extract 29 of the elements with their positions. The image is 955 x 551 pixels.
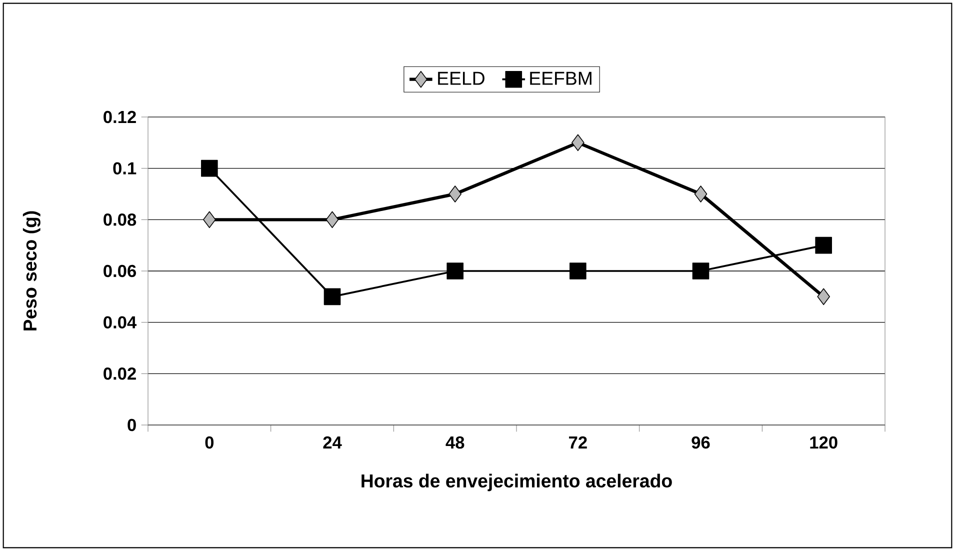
point bbox=[446, 262, 464, 280]
y-tick-label: 0.02 bbox=[104, 368, 136, 380]
point bbox=[815, 236, 832, 254]
x-tick-label: 0 bbox=[205, 436, 214, 449]
legend-label: EELD bbox=[438, 72, 484, 85]
x-tick-label: 72 bbox=[569, 436, 587, 448]
x-tick-label: 96 bbox=[692, 436, 710, 449]
point bbox=[326, 211, 339, 228]
y-tick-label: 0.1 bbox=[113, 162, 136, 174]
y-tick-label: 0.04 bbox=[104, 316, 137, 328]
point bbox=[324, 288, 341, 306]
y-tick-label: 0.08 bbox=[104, 214, 136, 226]
y-tick-label: 0 bbox=[128, 418, 136, 432]
y-tick-label: 0.12 bbox=[104, 110, 136, 124]
x-tick-label: 24 bbox=[323, 436, 342, 448]
x-axis-title: Horas de envejecimiento acelerado bbox=[362, 474, 672, 492]
point bbox=[692, 262, 710, 280]
x-tick-label: 120 bbox=[810, 436, 838, 449]
point bbox=[448, 186, 462, 202]
point bbox=[203, 211, 216, 228]
point bbox=[572, 134, 584, 152]
legend-label: EEFBM bbox=[530, 72, 592, 85]
point bbox=[694, 186, 708, 202]
point bbox=[570, 262, 586, 280]
y-axis-title: Peso seco (g) bbox=[22, 211, 40, 330]
y-tick-label: 0.06 bbox=[104, 264, 136, 278]
x-tick-label: 48 bbox=[446, 436, 464, 449]
point bbox=[201, 160, 218, 177]
point bbox=[817, 288, 830, 306]
